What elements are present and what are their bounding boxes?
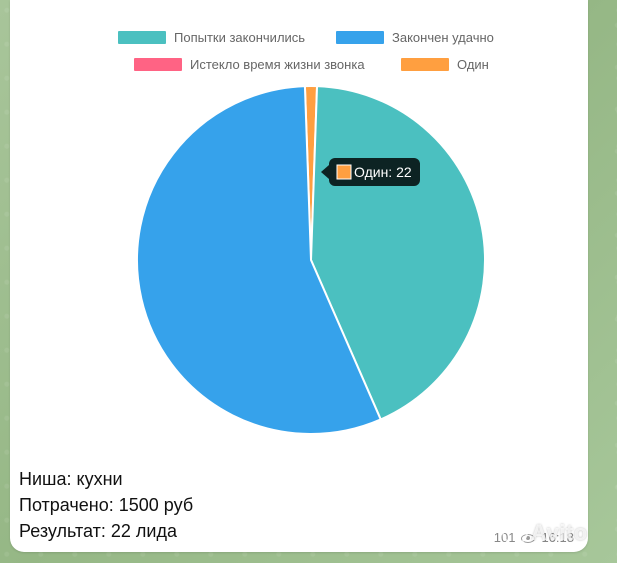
legend-label: Истекло время жизни звонка [190,57,365,72]
chart-legend: Попытки закончились Закончен удачно Истекл… [118,30,494,72]
caption-line-spent: Потрачено: 1500 руб [19,495,194,515]
legend-item-попытки-закончились[interactable]: Попытки закончились [118,30,305,45]
legend-label: Попытки закончились [174,30,305,45]
pie-slices [136,85,486,435]
caption-line-result: Результат: 22 лида [19,521,177,541]
pie-chart: Попытки закончились Закончен удачно Истекл… [10,0,588,450]
tooltip-label: Один: 22 [354,164,412,180]
pie-slice-закончен-удачно[interactable] [136,85,383,435]
message-caption: Ниша: кухни Потрачено: 1500 руб Результа… [19,466,193,544]
legend-label: Один [457,57,489,72]
tooltip-pointer [321,165,329,179]
message-time: 16:18 [541,530,574,545]
legend-item-истекло-время-жизни-звонка[interactable]: Истекло время жизни звонка [134,57,365,72]
message-bubble[interactable]: Попытки закончились Закончен удачно Истекл… [10,0,588,552]
tooltip-one: Один: 22 [321,158,420,186]
legend-swatch [134,58,182,71]
eye-icon [520,533,536,543]
chart-tooltip: Один: 22 [321,158,420,186]
legend-item-один[interactable]: Один [401,57,489,72]
views-count: 101 [493,530,516,545]
legend-swatch [401,58,449,71]
legend-item-закончен-удачно[interactable]: Закончен удачно [336,30,494,45]
pie-chart-svg: Попытки закончились Закончен удачно Истекл… [118,30,494,435]
legend-label: Закончен удачно [392,30,494,45]
tooltip-box [329,158,420,186]
tooltip-swatch [336,164,352,180]
legend-swatch [118,31,166,44]
caption-line-niche: Ниша: кухни [19,469,123,489]
legend-swatch [336,31,384,44]
message-meta: 101 16:18 [494,530,574,545]
